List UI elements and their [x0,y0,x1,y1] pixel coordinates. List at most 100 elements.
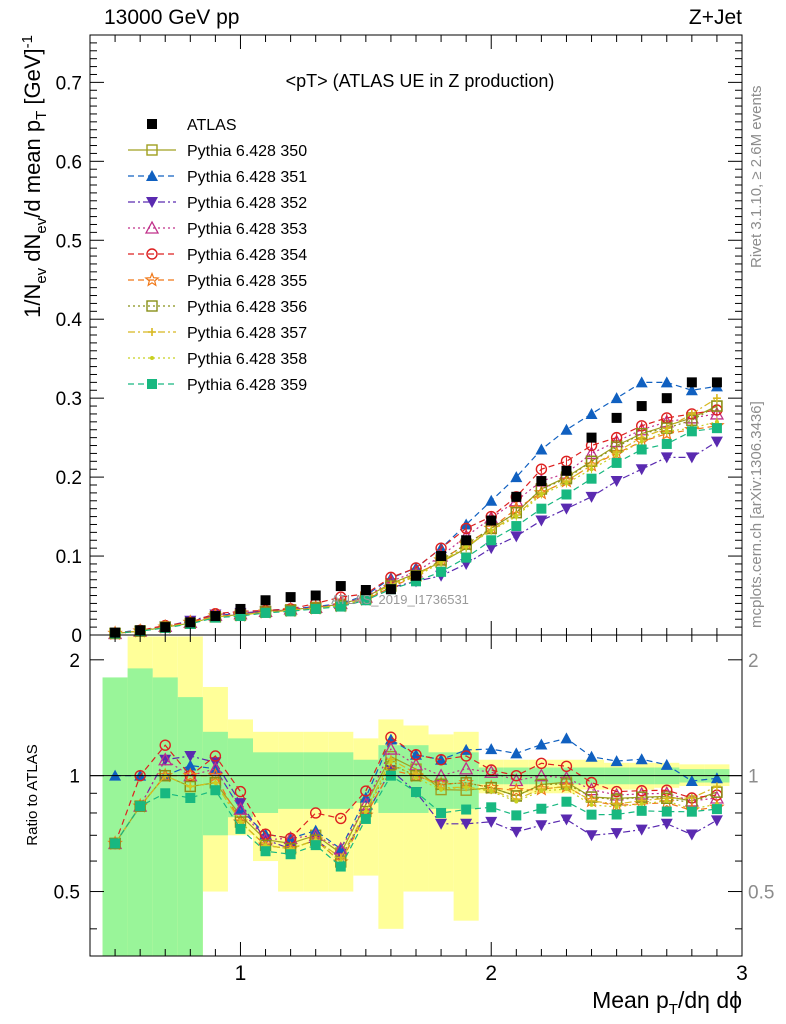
ratio-point [485,816,498,828]
ratio-point [414,775,418,780]
data-point [660,452,673,464]
ratio-point [508,782,525,798]
ratio-point [213,780,218,785]
ratio-point [410,749,422,761]
data-point [564,481,569,486]
ratio-point [560,760,573,772]
y-tick-label: 0 [71,626,82,647]
ratio-point [489,789,494,794]
stat-uncertainty-band [303,752,329,809]
x-tick-label: 3 [736,962,748,985]
ratio-point [585,776,598,789]
ratio-point [561,796,572,807]
atlas-point [210,611,221,622]
ratio-point [435,754,447,766]
ratio-point [614,805,619,810]
data-point [561,489,572,500]
rivet-version-label: Rivet 3.1.10, ≥ 2.6M events [748,85,765,269]
data-point [360,595,371,606]
ratio-point [383,741,399,755]
data-point [485,494,498,506]
ratio-point [686,806,697,817]
ratio-point [159,754,172,766]
data-point [614,453,619,457]
legend-label-atlas: ATLAS [187,117,237,134]
stat-uncertainty-band [102,677,128,956]
ratio-point [208,761,223,775]
atlas-point [385,584,396,595]
ratio-point [514,799,519,804]
atlas-point [511,491,522,502]
ratio-point [360,813,371,824]
data-point [514,514,519,519]
legend-label: Pythia 6.428 351 [187,169,307,186]
data-point [436,566,447,577]
ratio-point [182,767,199,783]
ratio-point [586,809,597,820]
ratio-point [485,743,498,755]
legend-label: Pythia 6.428 353 [187,221,307,238]
ratio-axis-label: Ratio to ATLAS [24,744,41,845]
ratio-y-tick-label: 0.5 [54,883,80,904]
ratio-point [711,804,722,815]
data-point [710,436,723,448]
data-point [560,423,573,435]
data-point [585,491,598,503]
stat-uncertainty-band [177,697,203,956]
header-right-label: Z+Jet [688,6,742,29]
data-point [685,384,698,396]
header-left-label: 13000 GeV pp [104,6,240,29]
legend: ATLAS Pythia 6.428 350 Pythia 6.428 351 Pyt… [128,117,307,394]
legend-label: Pythia 6.428 354 [187,247,307,264]
data-point [510,531,523,543]
ratio-point [309,807,322,819]
data-point [585,407,598,419]
ratio-point [188,784,193,789]
ratio-point [535,820,548,832]
ratio-point [635,824,648,836]
ratio-point [210,785,221,796]
ratio-point [159,739,171,751]
data-point [639,439,644,444]
data-point [610,392,623,404]
data-point [687,409,696,418]
series-ratio-line [114,748,717,850]
ratio-point [234,785,247,798]
data-point [510,471,523,483]
y-tick-label: 0.1 [56,547,82,568]
legend-marker [148,328,156,336]
ratio-point [459,761,474,775]
ratio-y-tick-label-right: 2 [748,651,759,672]
atlas-point [411,570,421,581]
ratio-point [135,801,146,812]
legend-label: Pythia 6.428 358 [187,351,307,368]
ratio-point [110,838,121,849]
data-point [539,492,544,497]
y-tick-label: 0.7 [56,73,82,94]
y-tick-label: 0.5 [56,231,82,252]
mcplots-label: mcplots.cern.ch [arXiv:1306.3436] [748,401,765,628]
data-point [636,444,647,455]
x-tick-label: 1 [235,962,247,985]
ratio-point [684,793,699,807]
atlas-point [160,622,171,633]
data-point [611,457,622,468]
ratio-point [334,842,347,854]
y-tick-label: 0.4 [56,310,83,331]
ratio-point [510,826,523,838]
atlas-point [636,401,647,412]
ratio-point [184,759,197,771]
ratio-point [510,747,523,759]
ratio-point [460,818,473,830]
ratio-point [511,810,522,821]
ratio-point [685,774,698,786]
data-point [439,560,444,565]
ratio-point [461,804,472,815]
data-point [712,394,721,403]
ratio-point [660,818,673,830]
legend-marker [150,356,154,360]
data-point [486,535,497,546]
ratio-point [185,792,196,803]
atlas-point [561,465,572,476]
